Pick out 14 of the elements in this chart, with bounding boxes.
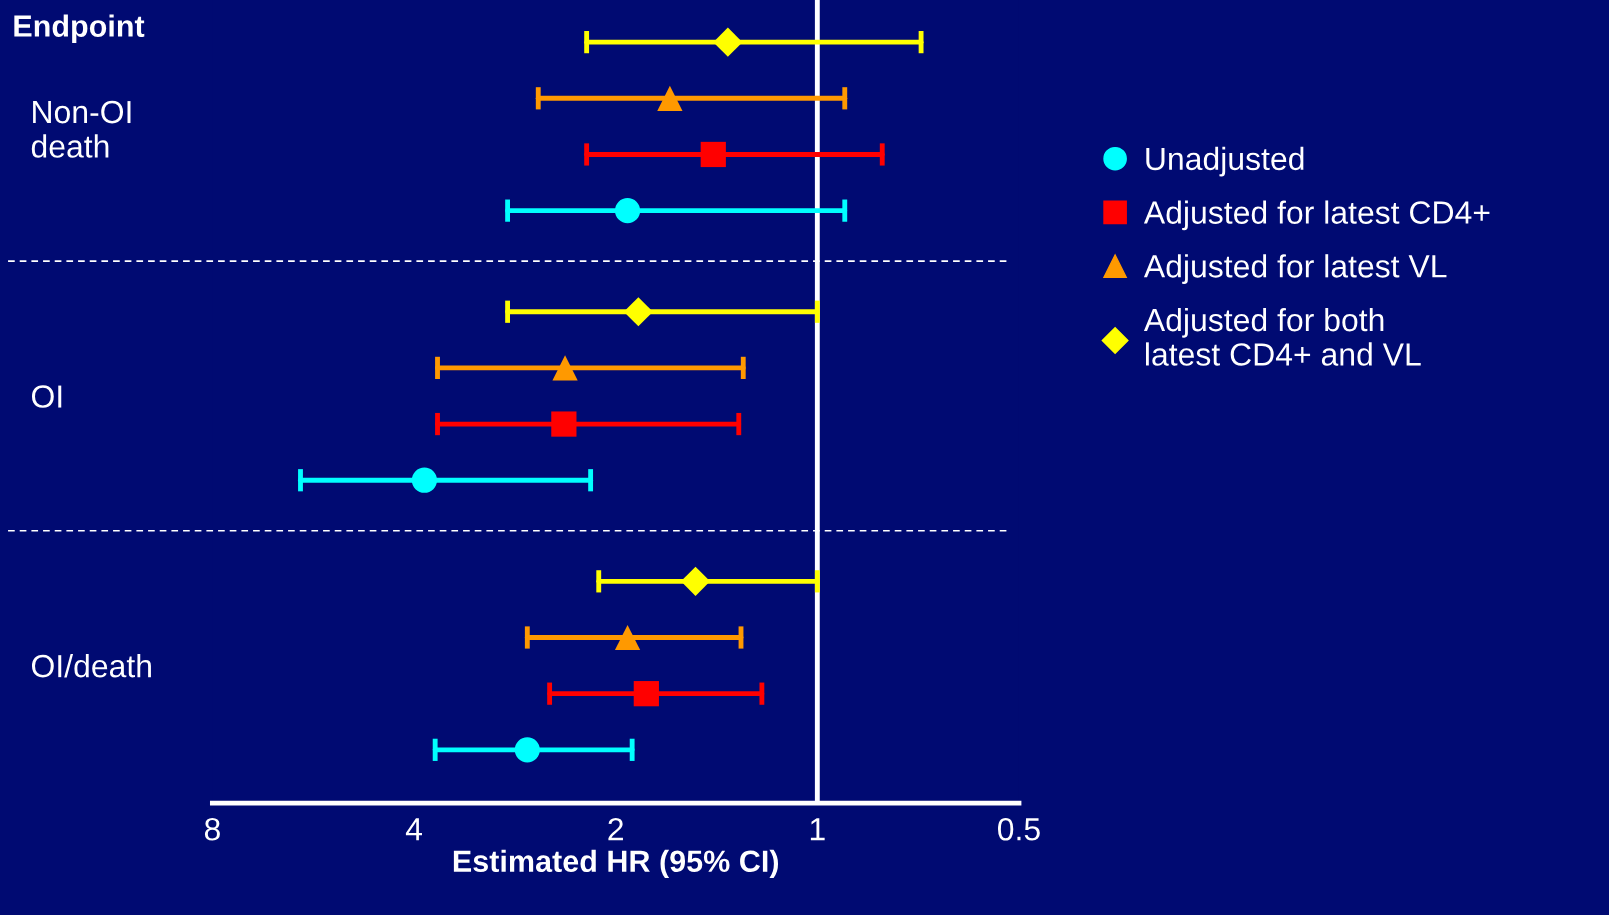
y-tick-label: OI [31, 385, 62, 408]
x-tick-label: 4 [405, 818, 422, 841]
legend-label: Adjusted for latest CD4+ [1143, 200, 1490, 231]
x-axis-title: Estimated HR (95% CI) [453, 849, 779, 879]
legend-label: Adjusted for latest VL [1143, 254, 1447, 284]
y-tick-label: Non-OI death [31, 100, 131, 158]
y-tick-label: OI/death [31, 654, 151, 678]
y-axis-title: Endpoint [14, 14, 145, 43]
x-tick-label: 0.5 [998, 817, 1040, 841]
legend-label: Adjusted for both latest CD4+ and VL [1143, 307, 1421, 366]
x-tick-label: 2 [608, 817, 623, 841]
x-tick-label: 8 [204, 817, 220, 841]
legend-label: Unadjusted [1146, 146, 1304, 177]
x-tick-label: 1 [810, 818, 825, 841]
